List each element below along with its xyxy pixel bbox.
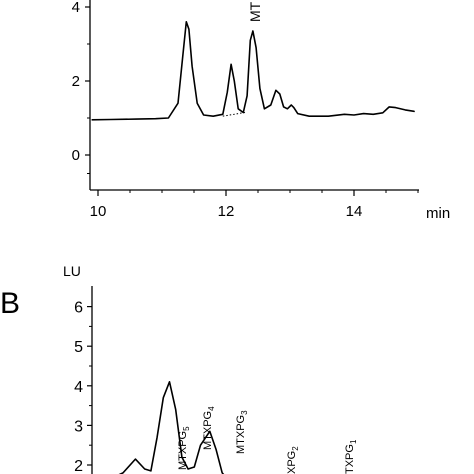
panel-b-y-tick-label: 6 bbox=[74, 300, 83, 317]
panel-b-y-tick-label: 4 bbox=[74, 379, 83, 396]
panel-b-y-tick-label: 3 bbox=[74, 418, 83, 435]
panel-a-ticks bbox=[85, 6, 419, 196]
panel-a-axes bbox=[89, 0, 419, 191]
panel-a-y-tick-label: 2 bbox=[72, 73, 80, 90]
peak-label-subscript: 1 bbox=[349, 439, 358, 444]
peak-label-subscript: 4 bbox=[207, 406, 216, 411]
panel-a-x-tick-label: 12 bbox=[218, 203, 235, 220]
panel-b-y-tick-label: 2 bbox=[74, 458, 83, 474]
panel-a-trace bbox=[91, 21, 415, 121]
panel-a-x-tick-label: 10 bbox=[90, 203, 107, 220]
panel-b-ticks bbox=[87, 306, 92, 466]
panel-a-x-axis-label: min bbox=[426, 205, 450, 222]
panel-b-y-axis-label: LU bbox=[63, 263, 81, 279]
peak-label-subscript: 3 bbox=[240, 410, 249, 415]
panel-b-tick-labels: 2 3 4 5 6 bbox=[74, 300, 83, 474]
panel-a-x-tick-label: 14 bbox=[346, 203, 363, 220]
panel-a-baseline-dotted bbox=[222, 111, 246, 117]
peak-label-base: TXPG bbox=[344, 444, 356, 474]
peak-label-base: MTXPG bbox=[177, 431, 189, 470]
panel-b-peak-label: MTXPG3 bbox=[235, 410, 249, 454]
panel-a: 0 2 4 10 12 14 MT min bbox=[72, 0, 450, 222]
panel-b-peak-label: MTXPG5 bbox=[177, 426, 191, 470]
peak-label-base: MTXPG bbox=[202, 411, 214, 450]
panel-a-y-tick-label: 4 bbox=[72, 0, 80, 16]
panel-b-peak-label: XPG2 bbox=[286, 446, 300, 474]
panel-a-tick-labels: 0 2 4 10 12 14 bbox=[72, 0, 363, 220]
peak-label-subscript: 5 bbox=[182, 426, 191, 431]
panel-b-letter: B bbox=[0, 287, 20, 320]
peak-label-base: MTXPG bbox=[235, 415, 247, 454]
panel-b-peak-label: TXPG1 bbox=[344, 439, 358, 474]
peak-label-base: XPG bbox=[286, 451, 298, 474]
panel-b-peak-label: MTXPG4 bbox=[202, 406, 216, 450]
panel-a-y-tick-label: 0 bbox=[72, 147, 80, 164]
panel-b-y-tick-label: 5 bbox=[74, 339, 83, 356]
peak-label-subscript: 2 bbox=[291, 446, 300, 451]
panel-b-trace bbox=[118, 381, 225, 474]
panel-a-peak-annotation: MT bbox=[247, 1, 263, 22]
